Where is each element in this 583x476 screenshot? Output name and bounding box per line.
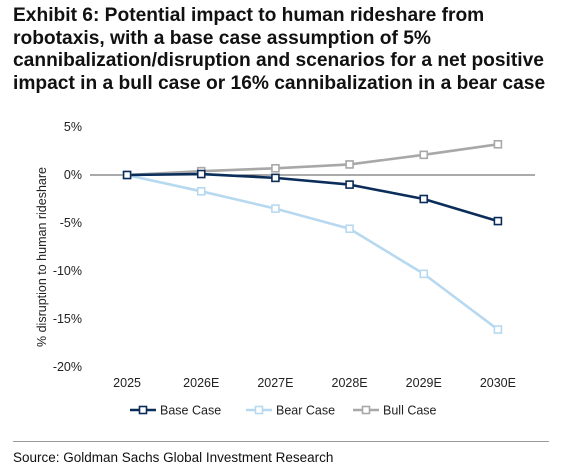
source-divider bbox=[13, 441, 549, 442]
data-point bbox=[271, 163, 280, 173]
chart-title: Exhibit 6: Potential impact to human rid… bbox=[13, 5, 573, 95]
legend-marker bbox=[361, 405, 371, 415]
data-point bbox=[419, 269, 429, 279]
chart-title-line-1: Exhibit 6: Potential impact to human rid… bbox=[13, 5, 485, 26]
data-point bbox=[493, 216, 503, 226]
data-point bbox=[345, 180, 354, 189]
series-line bbox=[126, 173, 499, 331]
chart-title-line-3: cannibalization/disruption and scenarios… bbox=[13, 50, 544, 71]
chart-title-line-2: robotaxis, with a base case assumption o… bbox=[13, 27, 431, 49]
data-point bbox=[493, 325, 503, 334]
data-point bbox=[345, 160, 354, 169]
data-point bbox=[122, 170, 132, 180]
data-point bbox=[493, 139, 503, 149]
series-line bbox=[127, 142, 499, 177]
x-tick-label: 2026E bbox=[183, 376, 219, 390]
y-tick-label: -20% bbox=[53, 360, 82, 374]
legend-marker bbox=[138, 405, 148, 415]
x-tick-label: 2029E bbox=[406, 376, 442, 390]
y-axis-title: % disruption to human rideshare bbox=[35, 167, 49, 347]
y-tick-label: 0% bbox=[64, 168, 82, 182]
chart-title-line-4: impact in a bull case or 16% cannibaliza… bbox=[13, 72, 546, 94]
source-note: Source: Goldman Sachs Global Investment … bbox=[13, 450, 334, 465]
data-point bbox=[345, 224, 354, 234]
legend-marker bbox=[254, 405, 264, 415]
x-tick-label: 2028E bbox=[332, 376, 368, 390]
x-tick-label: 2025 bbox=[113, 376, 141, 390]
y-tick-label: -5% bbox=[60, 216, 82, 230]
x-tick-label: 2027E bbox=[257, 376, 293, 390]
legend-label: Bear Case bbox=[276, 404, 335, 418]
data-point bbox=[196, 169, 206, 179]
data-point bbox=[419, 194, 429, 204]
data-point bbox=[271, 204, 280, 213]
line-chart: 5% 0% -5% -10% -15% -20% % disruption to human… bbox=[35, 120, 535, 418]
y-tick-label: -10% bbox=[53, 264, 82, 278]
series-line bbox=[127, 172, 499, 223]
data-point bbox=[196, 187, 206, 196]
data-point bbox=[271, 173, 280, 183]
y-tick-label: 5% bbox=[64, 120, 82, 134]
legend-label: Bull Case bbox=[383, 404, 437, 418]
legend-label: Base Case bbox=[160, 404, 221, 418]
data-point bbox=[419, 150, 429, 160]
x-tick-label: 2030E bbox=[480, 376, 516, 390]
y-tick-label: -15% bbox=[53, 312, 82, 326]
